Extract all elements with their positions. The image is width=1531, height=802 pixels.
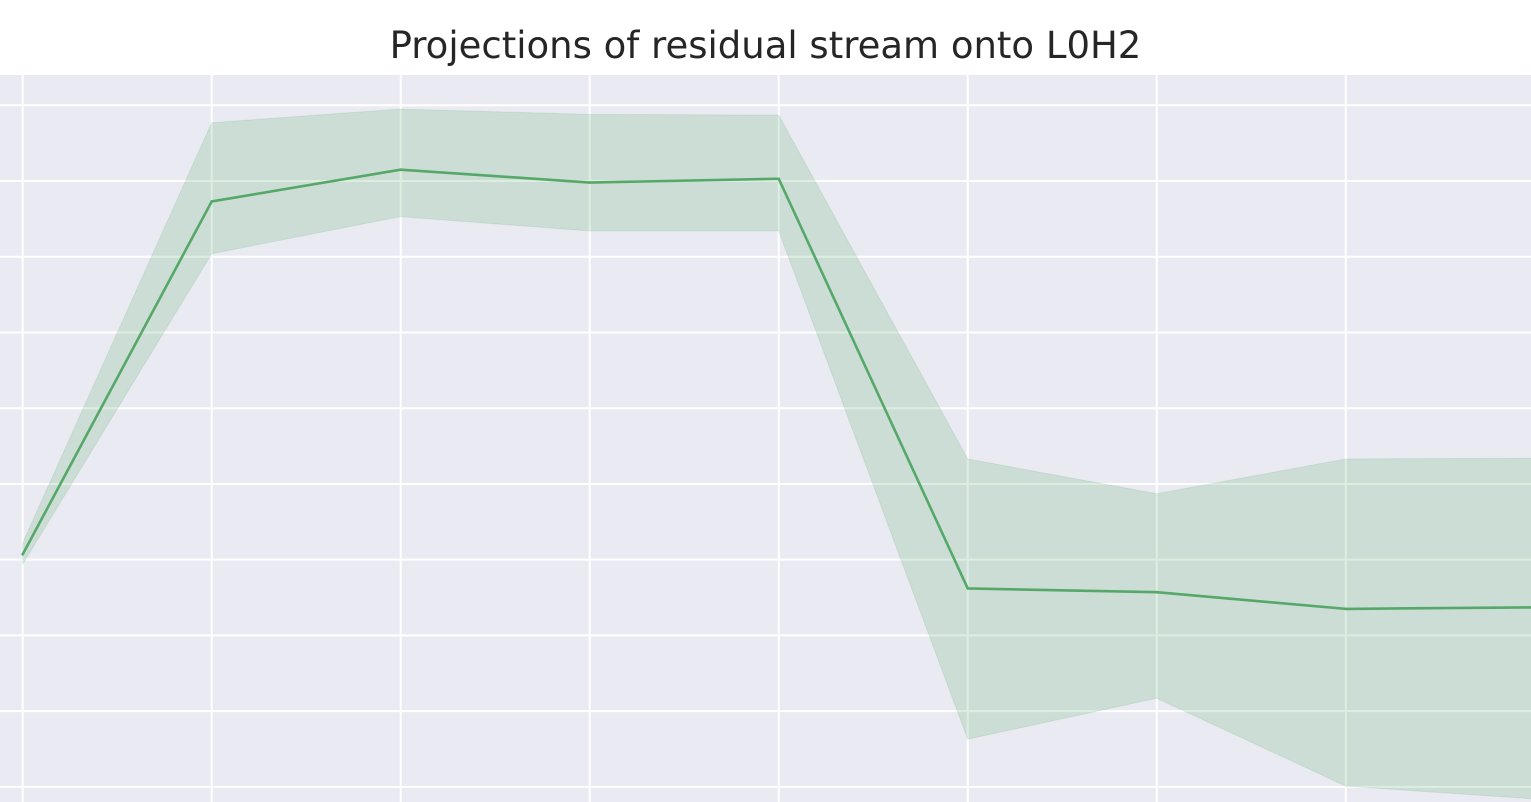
confidence-band [22,108,1531,800]
confidence-bands [22,108,1531,800]
data-point [1155,590,1159,594]
data-point [966,587,970,590]
grid [0,75,1531,802]
data-point [21,553,24,556]
plot-area [0,75,1531,802]
data-point [1344,607,1348,611]
data-point [777,177,781,181]
chart-title: Projections of residual stream onto L0H2 [389,24,1142,67]
data-point [588,181,592,184]
series-lines [21,168,1531,611]
data-point [399,168,403,171]
data-point [210,200,213,203]
